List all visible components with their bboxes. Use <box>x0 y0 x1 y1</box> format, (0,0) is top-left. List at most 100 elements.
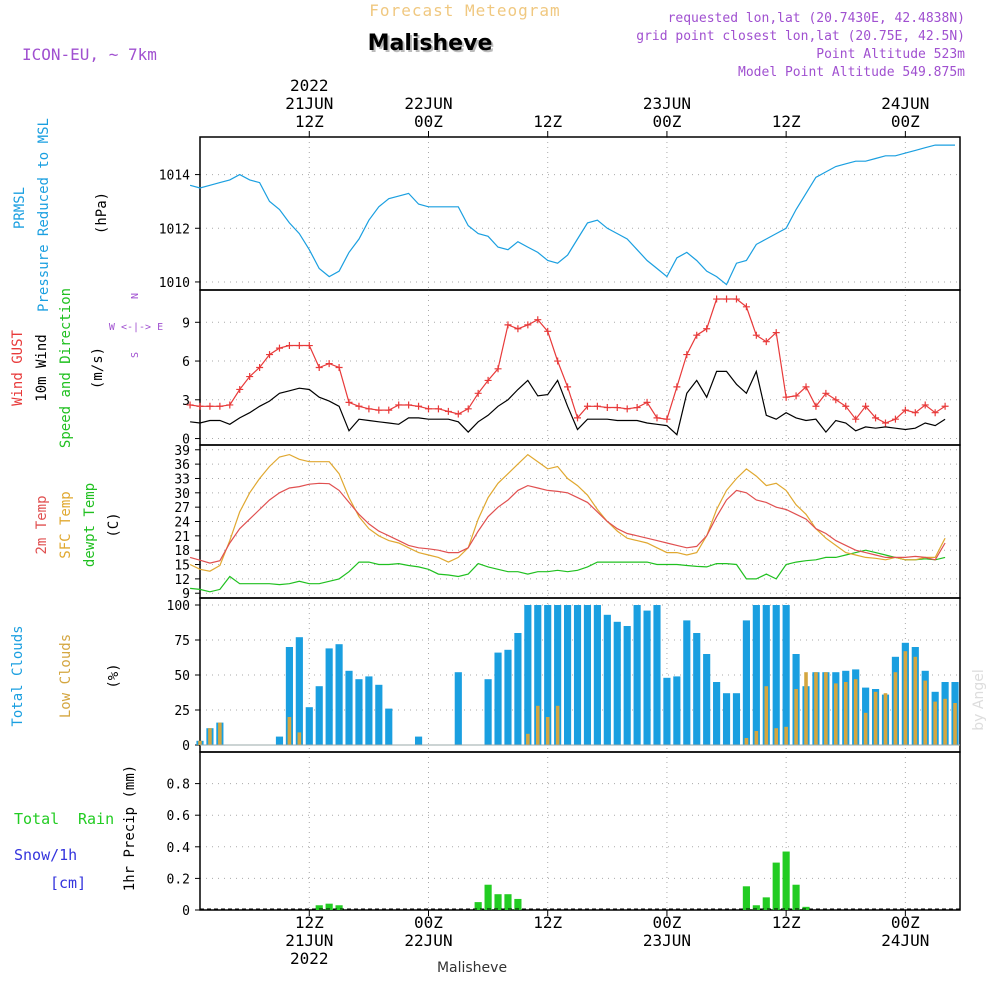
low-cloud-bar <box>943 698 947 745</box>
y-tick-label: 3 <box>182 394 190 409</box>
cloud-unit: (%) <box>106 663 122 688</box>
rain-bar <box>802 906 810 910</box>
total-cloud-bar <box>583 605 592 745</box>
gust-marker <box>623 405 631 413</box>
total-cloud-bar <box>573 605 582 745</box>
low-cloud-bar <box>297 732 302 745</box>
y-tick-label: 0 <box>182 739 190 754</box>
gust-marker <box>852 415 860 423</box>
low-cloud-bar <box>923 680 928 745</box>
time-axis-label: 21JUN <box>285 94 333 113</box>
gust-marker <box>812 402 820 410</box>
y-tick-label: 75 <box>174 634 190 649</box>
compass-ew: W <-|-> E <box>109 322 163 333</box>
low-cloud-bar <box>198 740 202 745</box>
low-cloud-bar <box>814 672 818 745</box>
temp-labels: 2m Temp SFC Temp dewpt Temp (C) <box>34 483 122 567</box>
gust-marker <box>226 401 234 409</box>
y-tick-label: 9 <box>182 316 190 331</box>
total-cloud-bar <box>713 682 721 745</box>
rain-bar <box>782 851 790 910</box>
product-title: Forecast Meteogram <box>369 1 560 20</box>
rain-bar <box>792 884 800 910</box>
gust-marker <box>842 402 850 410</box>
time-axis-label: 21JUN <box>285 931 333 950</box>
gust-marker <box>434 405 442 413</box>
gust-marker <box>941 402 949 410</box>
total-cloud-bar <box>325 648 333 745</box>
total-cloud-bar <box>782 605 790 745</box>
total-cloud-bar <box>285 647 293 745</box>
model-label: ICON-EU, ~ 7km <box>22 45 157 64</box>
total-cloud-bar <box>653 605 661 745</box>
time-axis-label: 23JUN <box>643 931 691 950</box>
low-cloud-bar <box>873 691 878 745</box>
time-axis-label: 24JUN <box>881 94 929 113</box>
panel-0: 1010 1012 1014 <box>159 136 961 291</box>
snow-label: Snow/1h <box>14 846 77 864</box>
time-axis-label: 22JUN <box>404 94 452 113</box>
rain-bar <box>742 886 750 910</box>
time-axis-label: 00Z <box>891 112 920 131</box>
time-axis-label: 12Z <box>772 112 801 131</box>
pressure-unit: (hPa) <box>94 192 110 234</box>
dewpt-line <box>190 549 946 593</box>
low-cloud-bar <box>218 722 222 745</box>
model-altitude: Model Point Altitude 549.875m <box>738 65 965 80</box>
time-axis-label: 12Z <box>295 112 324 131</box>
time-axis-label: 12Z <box>772 913 801 932</box>
gust-marker <box>444 407 452 415</box>
gust-marker <box>514 325 522 333</box>
low-cloud-bar <box>933 701 937 745</box>
gust-marker <box>375 406 383 414</box>
gust-marker <box>345 398 353 406</box>
gust-marker <box>673 383 681 391</box>
gust-marker <box>802 383 810 391</box>
panels: 1010101210140369912151821242730333639025… <box>159 136 961 919</box>
gust-marker <box>236 385 244 393</box>
total-cloud-bar <box>305 707 313 745</box>
gust-marker <box>365 405 373 413</box>
footer-location: Malisheve <box>437 960 507 976</box>
temp-unit: (C) <box>106 512 122 537</box>
total-cloud-bar <box>534 605 542 745</box>
gust-marker <box>424 405 432 413</box>
point-altitude: Point Altitude 523m <box>816 47 965 62</box>
gust-marker <box>554 357 562 365</box>
total-cloud-bar <box>484 679 492 745</box>
gust-marker <box>762 338 770 346</box>
total-cloud-bar <box>544 605 552 745</box>
gust-marker <box>216 402 224 410</box>
pressure-label: Pressure Reduced to MSL <box>36 118 52 312</box>
y-tick-label: 9 <box>182 587 190 602</box>
y-tick-label: 24 <box>174 516 190 531</box>
rain-bar <box>315 905 323 910</box>
prmsl-label: PRMSL <box>12 187 28 229</box>
total-cloud-bar <box>633 605 641 745</box>
total-cloud-bar <box>643 610 651 745</box>
gust-marker <box>683 351 691 359</box>
gust-marker <box>693 331 701 339</box>
low-cloud-bar <box>555 705 560 745</box>
t2m-line <box>189 482 946 564</box>
total-cloud-bar <box>454 672 462 745</box>
total-cloud-bar <box>375 684 383 745</box>
y-tick-label: 0 <box>182 904 190 919</box>
gust-marker <box>464 405 472 413</box>
low-cloud-bar <box>744 738 749 745</box>
time-axis-label: 00Z <box>414 913 443 932</box>
total-cloud-bar <box>693 633 701 745</box>
gust-marker <box>544 327 552 335</box>
wind-gust-line <box>190 298 946 424</box>
low-cloud-bar <box>545 717 550 745</box>
gust-marker <box>732 295 740 303</box>
gust-marker <box>484 376 492 384</box>
gust-marker <box>653 414 661 422</box>
gust-marker <box>454 410 462 418</box>
y-tick-label: 0.8 <box>167 778 190 793</box>
gust-marker <box>703 325 711 333</box>
gust-marker <box>395 401 403 409</box>
low-cloud-bar <box>754 731 759 745</box>
total-cloud-bar <box>772 605 780 745</box>
gust-marker <box>285 342 293 350</box>
